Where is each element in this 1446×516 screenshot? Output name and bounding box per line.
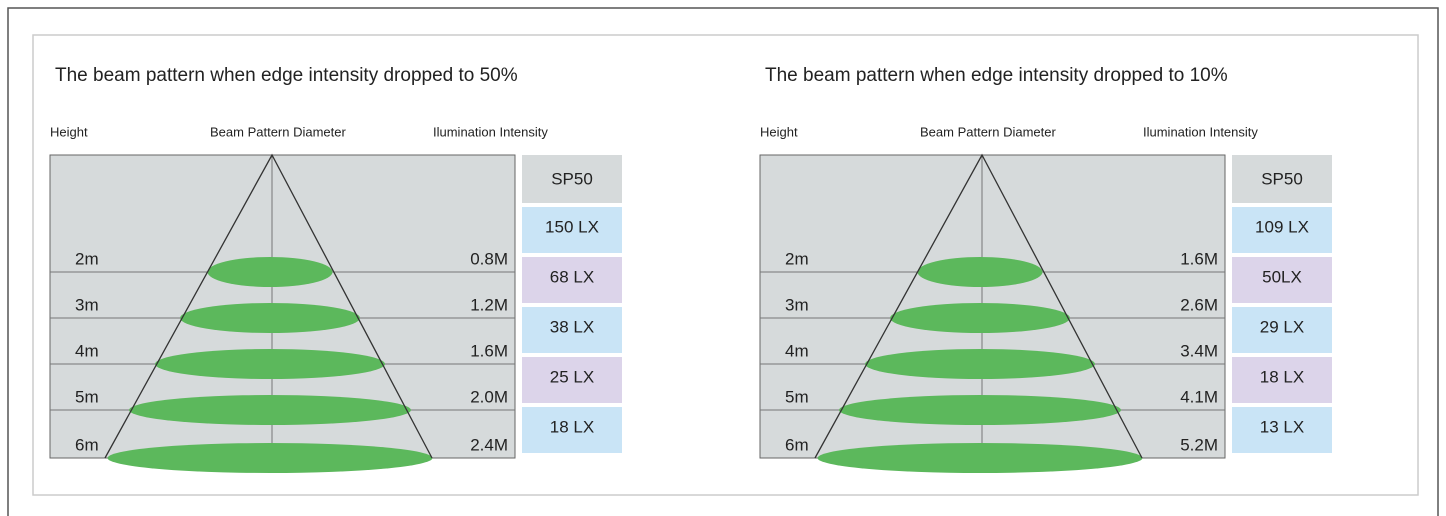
beam-ellipse [817,443,1143,473]
lux-label: 29 LX [1260,317,1304,336]
diameter-label: 3.4M [1180,341,1218,360]
diameter-label: 2.0M [470,387,508,406]
header-diameter: Beam Pattern Diameter [210,124,347,139]
beam-ellipse [207,257,333,287]
beam-ellipse [890,303,1070,333]
lux-cell [1232,357,1332,403]
lux-cell [522,207,622,253]
label-text: SP50 [1261,169,1303,188]
diameter-label: 4.1M [1180,387,1218,406]
height-label: 4m [75,341,99,360]
lux-cell [522,257,622,303]
height-label: 2m [785,249,809,268]
lux-label: 13 LX [1260,417,1304,436]
height-label: 3m [75,295,99,314]
beam-ellipse [107,443,433,473]
lux-label: 25 LX [550,367,594,386]
height-label: 5m [785,387,809,406]
lux-cell [1232,407,1332,453]
beam-ellipse [155,349,385,379]
height-label: 2m [75,249,99,268]
header-height: Height [760,124,798,139]
height-label: 6m [785,435,809,454]
beam-ellipse [917,257,1043,287]
lux-cell [1232,257,1332,303]
diameter-label: 1.6M [470,341,508,360]
lux-label: 18 LX [1260,367,1304,386]
diameter-label: 1.6M [1180,249,1218,268]
lux-cell [522,307,622,353]
diameter-label: 5.2M [1180,435,1218,454]
lux-cell [1232,307,1332,353]
lux-label: 38 LX [550,317,594,336]
lux-cell [522,357,622,403]
lux-label: 50LX [1262,267,1302,286]
lux-label: 109 LX [1255,217,1309,236]
beam-ellipse [839,395,1121,425]
header-diameter: Beam Pattern Diameter [920,124,1057,139]
diameter-label: 2.4M [470,435,508,454]
beam-ellipse [865,349,1095,379]
diameter-label: 0.8M [470,249,508,268]
label-cell [522,155,622,203]
label-text: SP50 [551,169,593,188]
height-label: 4m [785,341,809,360]
beam-ellipse [129,395,411,425]
height-label: 6m [75,435,99,454]
lux-cell [522,407,622,453]
lux-cell [1232,207,1332,253]
outer-frame [7,7,1439,516]
beam-cone [104,153,433,459]
panel-title: The beam pattern when edge intensity dro… [55,65,518,86]
height-label: 3m [785,295,809,314]
beam-ellipse [180,303,360,333]
panel-title: The beam pattern when edge intensity dro… [765,65,1228,86]
header-height: Height [50,124,88,139]
lux-label: 68 LX [550,267,594,286]
diameter-label: 2.6M [1180,295,1218,314]
lux-label: 150 LX [545,217,599,236]
label-cell [1232,155,1332,203]
header-intensity: Ilumination Intensity [1143,124,1258,139]
lux-label: 18 LX [550,417,594,436]
diameter-label: 1.2M [470,295,508,314]
header-intensity: Ilumination Intensity [433,124,548,139]
height-label: 5m [75,387,99,406]
beam-cone [814,153,1143,459]
